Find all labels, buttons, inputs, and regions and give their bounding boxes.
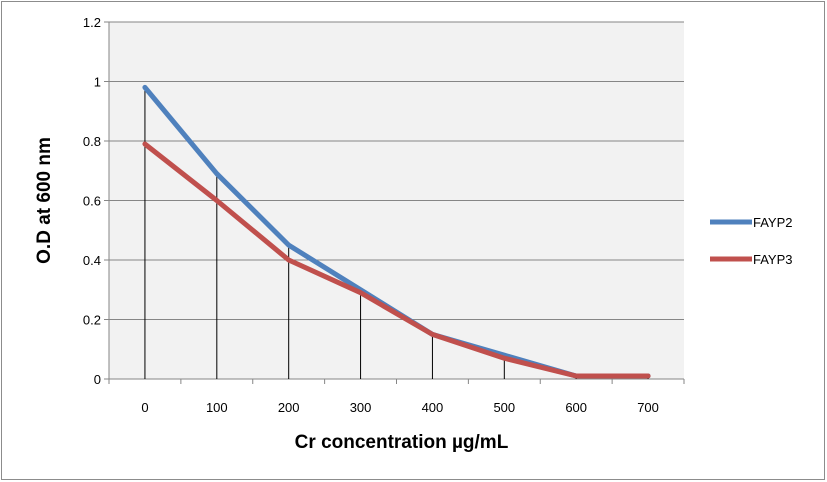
y-tick-label: 0.4 <box>83 253 101 268</box>
x-tick-label: 100 <box>206 400 228 415</box>
legend-label: FAYP3 <box>753 252 793 267</box>
y-tick-label: 0.8 <box>83 134 101 149</box>
y-tick-label: 0.2 <box>83 313 101 328</box>
x-tick-label: 300 <box>350 400 372 415</box>
x-tick-label: 500 <box>493 400 515 415</box>
axes <box>108 22 685 384</box>
x-tick-label: 200 <box>278 400 300 415</box>
x-tick-labels: 0 100 200 300 400 500 600 700 <box>141 400 659 415</box>
y-tick-labels: 0 0.2 0.4 0.6 0.8 1 1.2 <box>83 15 101 387</box>
x-tick-label: 0 <box>141 400 148 415</box>
y-tick-label: 1 <box>94 75 101 90</box>
series-line-fayp3 <box>142 141 651 379</box>
x-axis-title: Cr concentration µg/mL <box>295 432 509 453</box>
legend-label: FAYP2 <box>753 215 793 230</box>
x-tick-label: 400 <box>422 400 444 415</box>
y-axis-title: O.D at 600 nm <box>34 137 55 264</box>
x-tick-label: 700 <box>637 400 659 415</box>
legend: FAYP2 FAYP3 <box>710 215 793 267</box>
y-tick-label: 0.6 <box>83 194 101 209</box>
x-tick-label: 600 <box>565 400 587 415</box>
y-tick-label: 0 <box>94 372 101 387</box>
gridlines <box>104 21 684 380</box>
y-tick-label: 1.2 <box>83 15 101 30</box>
series-lines <box>142 84 651 379</box>
